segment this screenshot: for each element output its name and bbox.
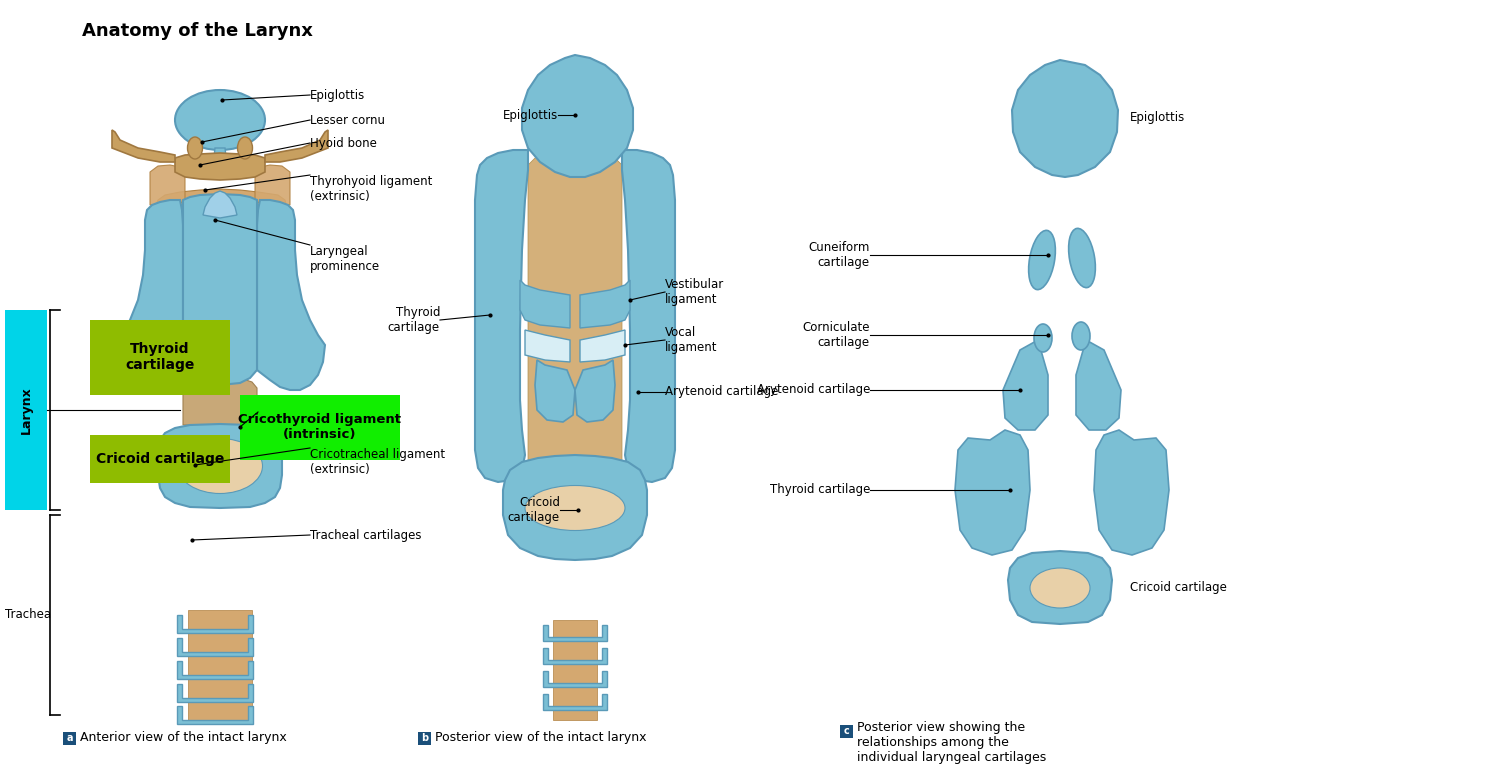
FancyBboxPatch shape [63,732,76,745]
Polygon shape [525,330,570,362]
Polygon shape [183,377,256,425]
Text: Epiglottis: Epiglottis [1130,111,1185,124]
Text: Tracheal cartilages: Tracheal cartilages [310,529,422,542]
Text: Cricoid
cartilage: Cricoid cartilage [509,496,560,524]
Polygon shape [543,671,608,687]
Polygon shape [177,684,254,702]
Polygon shape [1013,60,1118,177]
Ellipse shape [1034,324,1052,352]
Polygon shape [528,151,622,480]
Polygon shape [536,360,574,422]
Text: Epiglottis: Epiglottis [310,88,366,101]
Text: Vocal
ligament: Vocal ligament [664,326,717,354]
Polygon shape [150,165,184,205]
Polygon shape [503,455,646,560]
Polygon shape [543,625,608,641]
Polygon shape [552,168,598,535]
Ellipse shape [1029,230,1056,290]
Polygon shape [1004,340,1048,430]
Text: Cuneiform
cartilage: Cuneiform cartilage [808,241,870,269]
FancyBboxPatch shape [748,35,1200,725]
Polygon shape [522,55,633,177]
Polygon shape [543,694,608,710]
Polygon shape [266,130,328,162]
Text: Cricotracheal ligament
(extrinsic): Cricotracheal ligament (extrinsic) [310,448,446,476]
Ellipse shape [525,485,626,530]
Ellipse shape [237,137,252,159]
Polygon shape [1008,551,1112,624]
Text: Cricoid cartilage: Cricoid cartilage [96,452,224,466]
Ellipse shape [176,90,266,150]
Polygon shape [476,150,528,482]
Polygon shape [188,610,252,720]
FancyBboxPatch shape [840,725,854,738]
Text: Thyroid cartilage: Thyroid cartilage [770,483,870,496]
Text: Hyoid bone: Hyoid bone [310,137,376,149]
Text: Lesser cornu: Lesser cornu [310,114,386,127]
Text: Arytenoid cartilage: Arytenoid cartilage [664,386,778,399]
Polygon shape [112,130,176,162]
Ellipse shape [1072,322,1090,350]
Text: Corniculate
cartilage: Corniculate cartilage [802,321,870,349]
Polygon shape [177,638,254,656]
Text: a: a [66,733,72,743]
Polygon shape [580,330,626,362]
Text: Epiglottis: Epiglottis [503,108,558,121]
Text: Anterior view of the intact larynx: Anterior view of the intact larynx [80,731,286,744]
Text: Vestibular
ligament: Vestibular ligament [664,278,724,306]
Polygon shape [543,648,608,664]
FancyBboxPatch shape [90,435,230,483]
Polygon shape [177,661,254,679]
Text: Posterior view showing the
relationships among the
individual laryngeal cartilag: Posterior view showing the relationships… [856,721,1047,764]
Polygon shape [520,280,570,328]
Polygon shape [256,200,326,390]
Text: Anatomy of the Larynx: Anatomy of the Larynx [82,22,314,40]
Polygon shape [176,153,266,180]
Polygon shape [177,706,254,724]
Ellipse shape [188,137,202,159]
Polygon shape [177,615,254,633]
Text: Trachea: Trachea [4,608,51,621]
FancyBboxPatch shape [419,732,430,745]
Polygon shape [211,148,228,175]
Text: Thyroid
cartilage: Thyroid cartilage [388,306,439,334]
Ellipse shape [1030,568,1090,608]
Polygon shape [574,360,615,422]
Text: Arytenoid cartilage: Arytenoid cartilage [756,383,870,397]
Polygon shape [116,200,183,390]
Text: Thyrohyoid ligament
(extrinsic): Thyrohyoid ligament (extrinsic) [310,175,432,203]
Polygon shape [255,165,290,205]
FancyBboxPatch shape [90,320,230,395]
Polygon shape [1076,340,1120,430]
Text: c: c [843,726,849,736]
Polygon shape [622,150,675,482]
FancyBboxPatch shape [408,35,740,725]
Ellipse shape [177,438,262,493]
Text: Thyroid
cartilage: Thyroid cartilage [126,342,195,372]
Polygon shape [183,194,256,385]
Polygon shape [580,280,630,328]
Text: Larynx: Larynx [20,386,33,434]
Text: Cricothyroid ligament
(intrinsic): Cricothyroid ligament (intrinsic) [238,413,402,441]
FancyBboxPatch shape [58,35,394,725]
Polygon shape [956,430,1030,555]
Text: Posterior view of the intact larynx: Posterior view of the intact larynx [435,731,646,744]
Polygon shape [158,424,282,508]
Text: b: b [422,733,428,743]
Ellipse shape [1068,228,1095,288]
Polygon shape [148,189,292,365]
Polygon shape [1094,430,1168,555]
Polygon shape [202,191,237,218]
FancyBboxPatch shape [240,395,400,460]
Text: Laryngeal
prominence: Laryngeal prominence [310,245,380,273]
Polygon shape [554,620,597,720]
FancyBboxPatch shape [4,310,46,510]
Text: Cricoid cartilage: Cricoid cartilage [1130,581,1227,594]
